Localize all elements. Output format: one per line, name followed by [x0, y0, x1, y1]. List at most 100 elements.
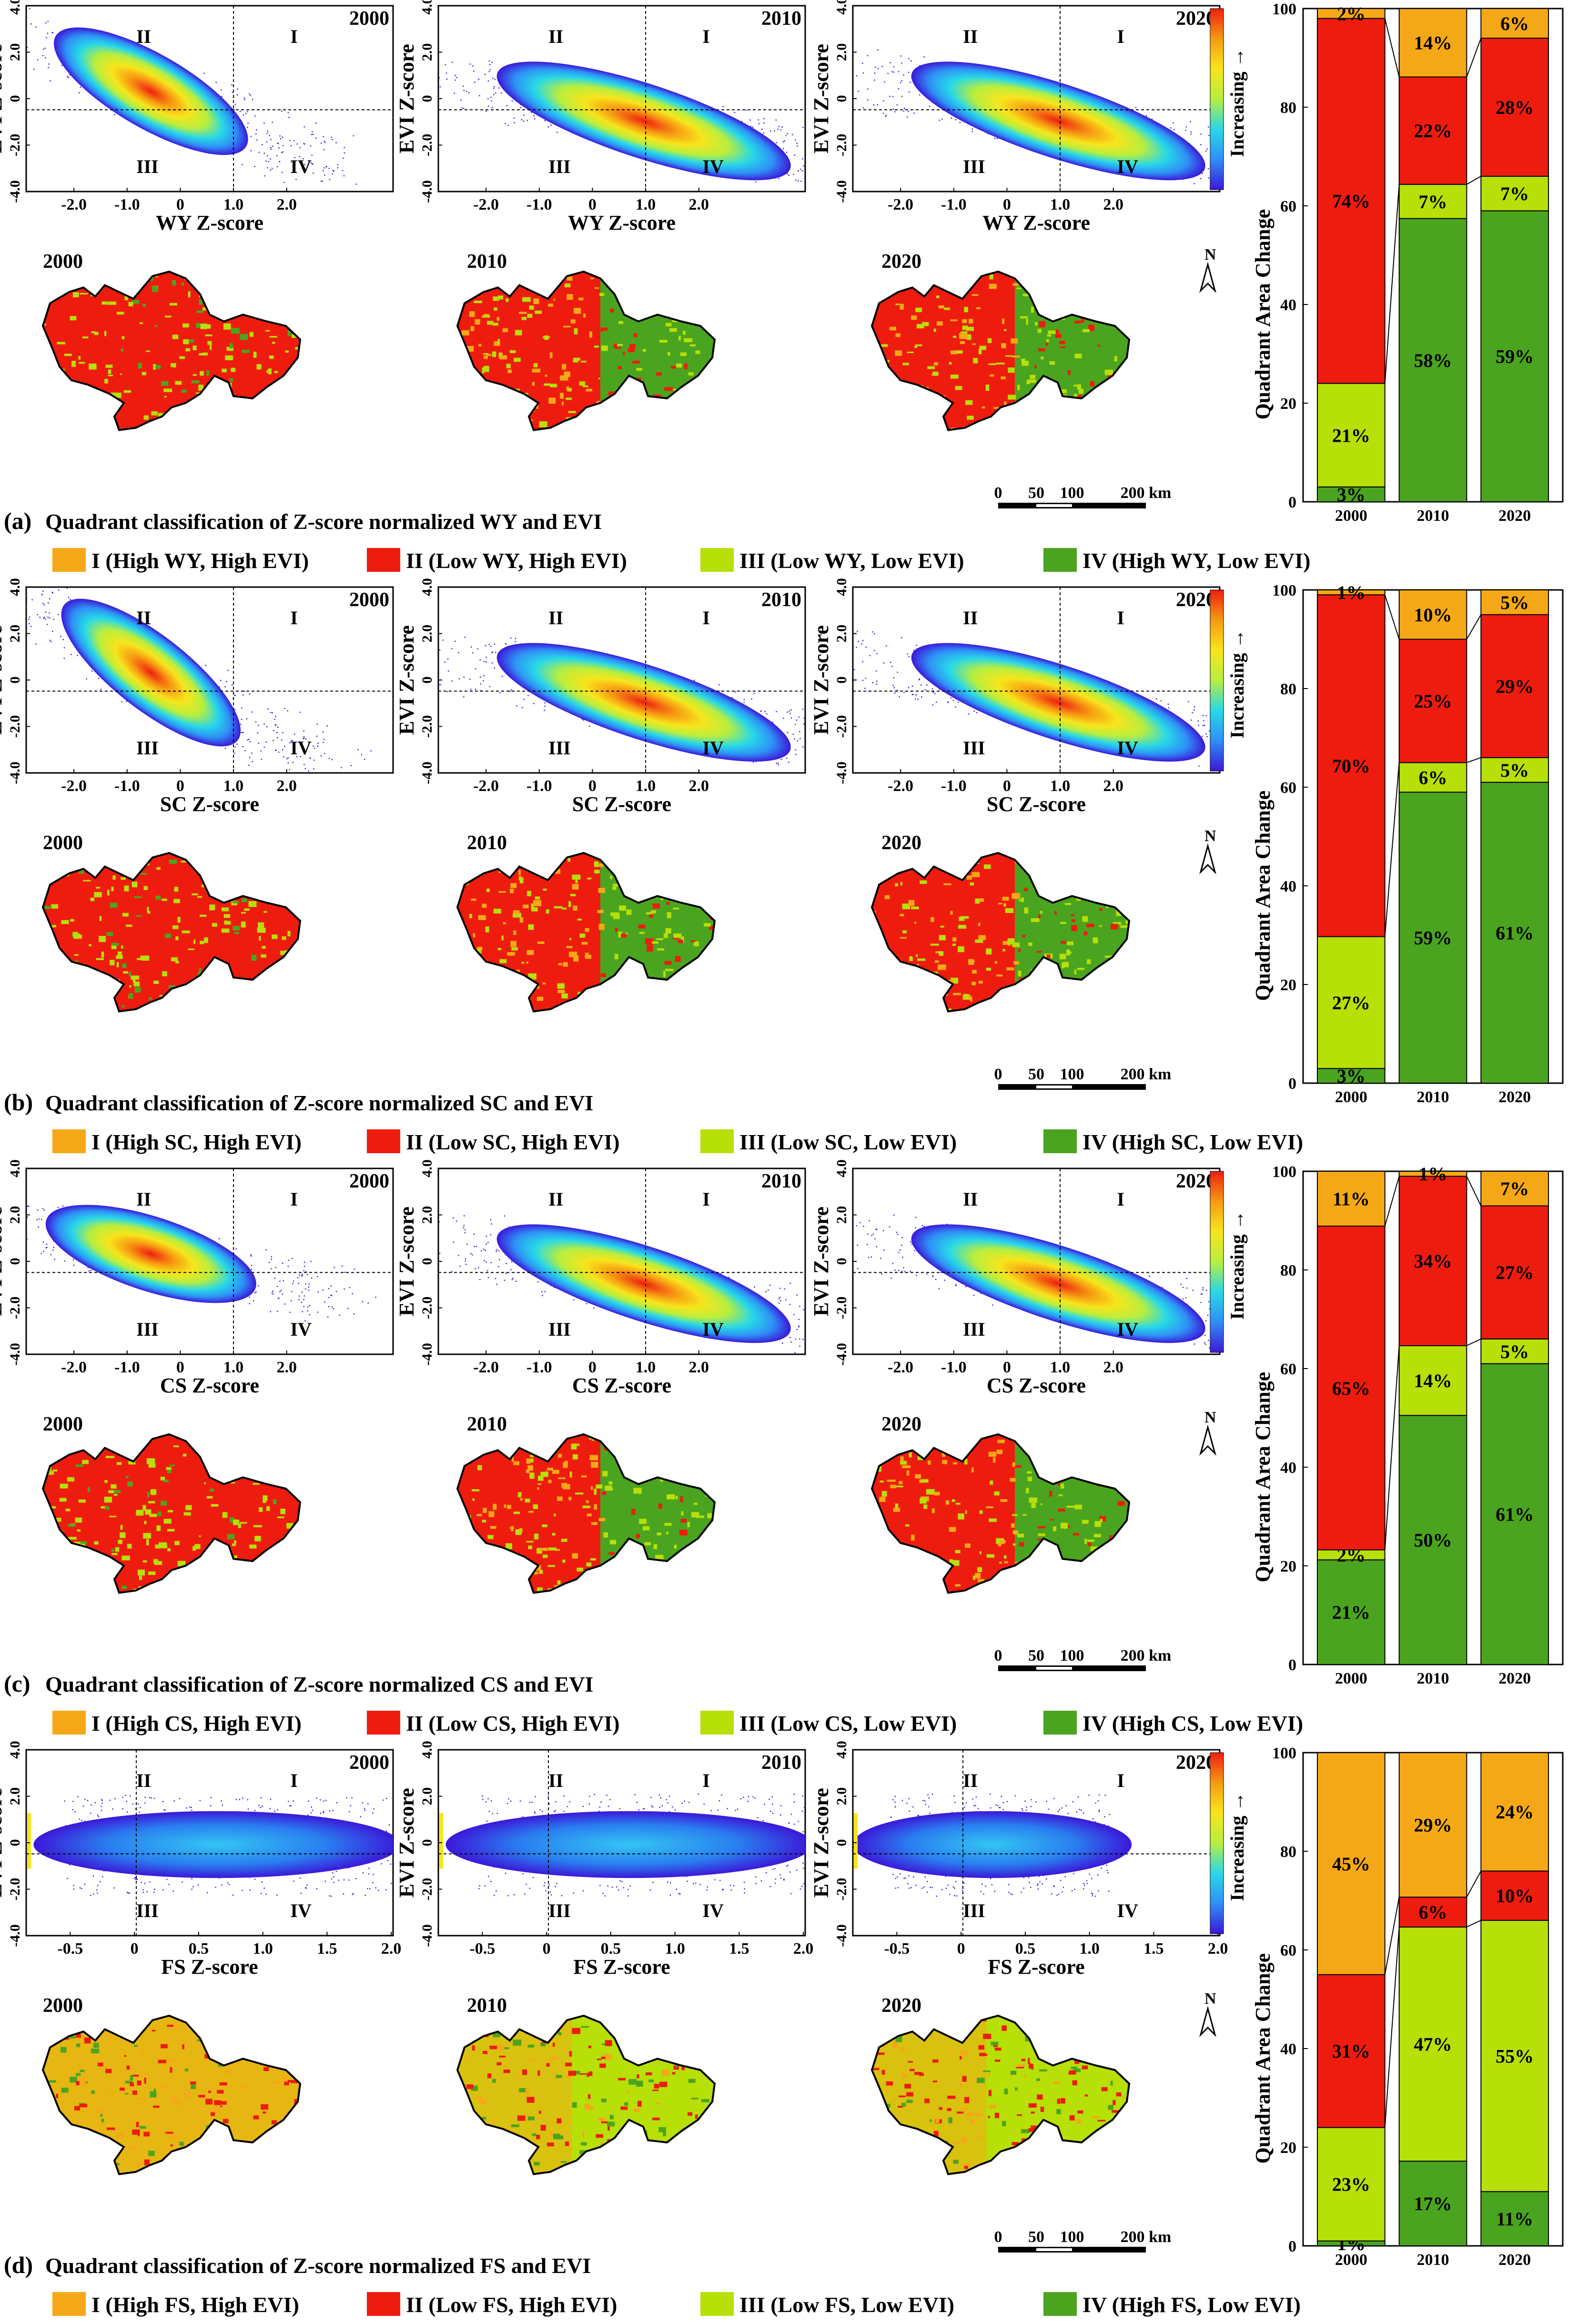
map-patch — [950, 319, 958, 322]
scatter-dot — [844, 1326, 845, 1327]
map-patch — [1048, 330, 1056, 334]
y-tick-label: 4.0 — [419, 578, 435, 596]
map-patch — [1063, 423, 1071, 426]
scatter-dot — [303, 1261, 305, 1263]
scatter-dot — [17, 563, 18, 564]
map-patch — [955, 386, 962, 390]
map-patch — [275, 877, 282, 881]
map-patch — [94, 332, 99, 335]
map-patch — [645, 411, 647, 418]
map-patch — [129, 985, 132, 988]
map-patch — [507, 1001, 512, 1004]
x-tick-label: -2.0 — [473, 196, 499, 213]
map-patch — [207, 341, 212, 345]
map-patch — [162, 898, 167, 901]
map-patch — [526, 961, 528, 964]
map-patch — [1050, 980, 1059, 982]
map-patch — [241, 912, 246, 914]
map-patch — [519, 312, 527, 314]
map-patch — [667, 912, 671, 918]
scatter-dot — [544, 705, 546, 707]
scatter-dot — [856, 1225, 858, 1227]
scatter-dot — [1242, 740, 1243, 741]
scatter-dot — [205, 665, 207, 666]
scatter-dot — [799, 1306, 800, 1307]
map-patch — [535, 896, 540, 900]
map-patch — [1102, 875, 1110, 879]
scatter-dot — [6, 24, 7, 25]
scatter-dot — [768, 1289, 769, 1291]
scatter-dot — [520, 107, 521, 109]
map-patch — [196, 323, 201, 328]
scatter-dot — [820, 748, 821, 749]
scatter-dot — [342, 170, 344, 171]
map-patch — [663, 933, 668, 938]
map-patch — [200, 1013, 202, 1015]
map-patch — [1021, 897, 1024, 903]
map-patch — [611, 1007, 618, 1010]
map-patch — [1091, 875, 1097, 878]
scatter-dot — [919, 678, 920, 680]
bar-category-label: 2010 — [1417, 1088, 1449, 1106]
map-patch — [907, 351, 914, 353]
map-patch — [1054, 986, 1057, 988]
scatter-dot — [316, 735, 318, 737]
map-patch — [1077, 395, 1082, 397]
scatter-dot — [332, 1306, 333, 1308]
map-patch — [478, 344, 482, 347]
scatter-dot — [332, 173, 333, 175]
map-patch — [544, 335, 548, 340]
map-patch — [994, 961, 997, 964]
map-patch — [683, 331, 686, 335]
map-patch — [967, 416, 974, 420]
scatter-dot — [1246, 749, 1247, 750]
scatter-dot — [54, 1258, 55, 1260]
map-patch — [50, 438, 53, 442]
map-patch — [1018, 949, 1021, 952]
map-patch — [179, 435, 181, 440]
map-patch — [905, 408, 911, 414]
scatter-dot — [274, 750, 276, 751]
map-patch — [643, 274, 650, 279]
map-patch — [961, 331, 968, 334]
scatter-dot — [514, 122, 515, 123]
map-patch — [1091, 286, 1093, 291]
scatter-dot — [283, 756, 284, 758]
scatter-dot — [4, 42, 5, 43]
scatter-year: 2000 — [349, 1170, 389, 1192]
map-patch — [1071, 925, 1077, 931]
scatter-dot — [544, 702, 546, 704]
map-patch — [85, 436, 88, 438]
map-patch — [996, 974, 1003, 977]
map-patch — [473, 933, 475, 938]
map-patch — [510, 941, 516, 947]
scatter-dot — [1248, 747, 1249, 748]
scatter-dot — [68, 597, 70, 599]
map-patch — [1012, 893, 1021, 899]
map-patch — [960, 341, 965, 344]
scatter-dot — [932, 691, 934, 693]
map-patch — [558, 963, 562, 965]
map-patch — [136, 436, 142, 438]
map-patch — [959, 916, 965, 921]
map-patch — [962, 319, 967, 323]
scatter-dot — [305, 1283, 306, 1285]
scatter-dot — [303, 143, 304, 144]
scatter-dot — [484, 661, 485, 662]
map-patch — [1133, 994, 1142, 995]
map-patch — [220, 1009, 225, 1012]
scatter-dot — [787, 133, 789, 134]
map-patch — [1130, 360, 1134, 364]
map-patch — [71, 361, 76, 367]
map-patch — [900, 882, 903, 885]
quadrant-label: III — [963, 156, 985, 177]
map-patch — [1004, 329, 1007, 331]
scatter-dot — [299, 156, 300, 158]
y-tick-label: -2.0 — [7, 715, 23, 738]
map-patch — [1049, 973, 1053, 976]
x-tick-label: 2.0 — [1103, 196, 1123, 213]
map-patch — [915, 344, 922, 346]
map-patch — [722, 916, 724, 922]
map-patch — [1046, 954, 1051, 958]
map-patch — [1005, 355, 1013, 357]
